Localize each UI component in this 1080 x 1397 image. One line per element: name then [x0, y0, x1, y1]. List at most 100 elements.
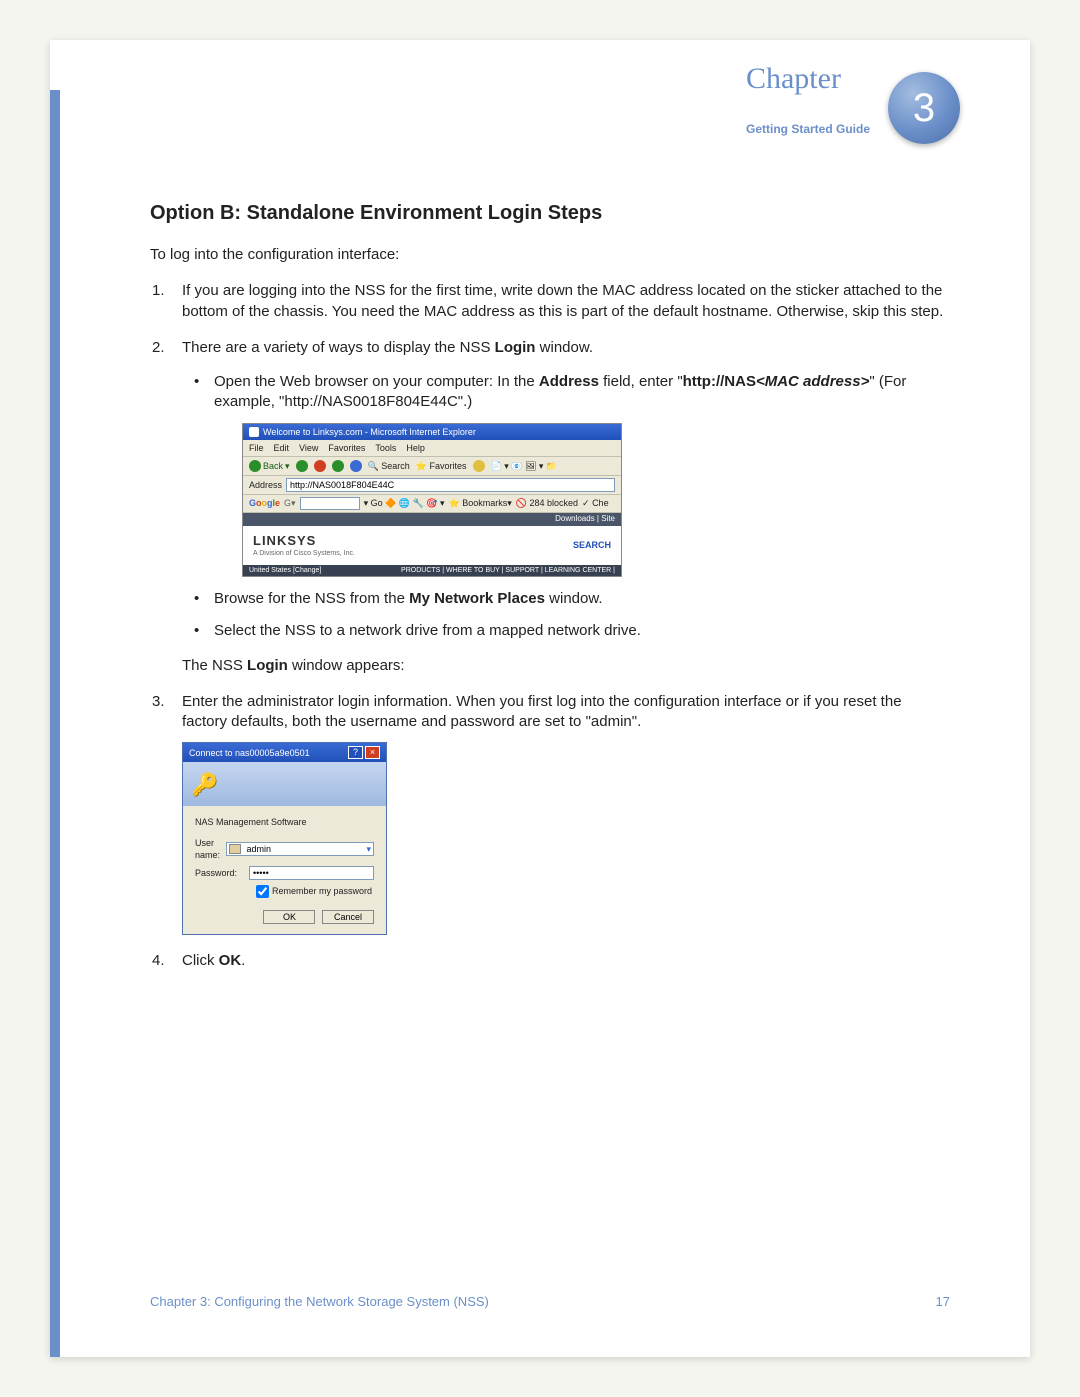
b1e: <MAC address> — [756, 373, 869, 390]
ok-button[interactable]: OK — [263, 910, 315, 924]
guide-label: Getting Started Guide — [746, 122, 870, 136]
google-toolbar: Google G▾ ▾ Go 🔶 🌐 🔧 🎯 ▾ ⭐ Bookmarks▾ 🚫 … — [243, 495, 621, 513]
keys-icon: 🔑 — [191, 770, 218, 800]
remember-checkbox[interactable] — [256, 885, 269, 898]
left-accent — [50, 90, 60, 1357]
bookmarks-label: Bookmarks — [462, 498, 507, 508]
browser-address-row: Address — [243, 476, 621, 495]
menu-favorites[interactable]: Favorites — [328, 443, 365, 453]
step-2-text-a: There are a variety of ways to display t… — [182, 339, 495, 356]
home-icon[interactable] — [350, 460, 362, 472]
back-label: Back — [263, 460, 283, 472]
back-button[interactable]: Back ▾ — [249, 460, 290, 472]
remember-label: Remember my password — [272, 885, 372, 897]
b1d: http://NAS — [683, 373, 756, 390]
browser-titlebar: Welcome to Linksys.com - Microsoft Inter… — [243, 424, 621, 440]
mid-a: The NSS — [182, 657, 247, 674]
browser-title: Welcome to Linksys.com - Microsoft Inter… — [263, 426, 476, 438]
content-footer: United States [Change] PRODUCTS | WHERE T… — [243, 565, 621, 576]
mid-c: window appears: — [288, 657, 405, 674]
stop-icon[interactable] — [314, 460, 326, 472]
logo-text: LINKSYS — [253, 533, 316, 548]
check-button[interactable]: ✓ Che — [582, 497, 609, 509]
bullet-3: Select the NSS to a network drive from a… — [210, 621, 950, 641]
b1c: field, enter " — [599, 373, 683, 390]
close-button[interactable]: × — [365, 746, 380, 759]
go-label: Go — [371, 498, 383, 508]
browser-screenshot: Welcome to Linksys.com - Microsoft Inter… — [242, 423, 622, 578]
username-label: User name: — [195, 837, 220, 861]
forward-icon[interactable] — [296, 460, 308, 472]
google-label: Google — [249, 497, 280, 509]
menu-tools[interactable]: Tools — [375, 443, 396, 453]
chapter-word: Chapter — [746, 62, 870, 96]
misc-icons: 📄 ▾ 📧 🖼 ▾ 📁 — [491, 460, 558, 472]
login-titlebar: Connect to nas00005a9e0501 ? × — [183, 743, 386, 762]
step-4: Click OK. — [172, 951, 950, 971]
header-text: Chapter Getting Started Guide — [746, 84, 870, 132]
step-2: There are a variety of ways to display t… — [172, 338, 950, 676]
search-label: Search — [381, 461, 410, 471]
help-button[interactable]: ? — [348, 746, 363, 759]
dropdown-icon[interactable]: ▾ — [366, 843, 371, 855]
google-search-box[interactable] — [300, 497, 360, 510]
search-link[interactable]: SEARCH — [573, 539, 611, 551]
username-input[interactable] — [243, 843, 366, 855]
page-footer: Chapter 3: Configuring the Network Stora… — [150, 1294, 950, 1309]
bookmarks-button[interactable]: ⭐ Bookmarks▾ — [448, 497, 511, 509]
steps-list: If you are logging into the NSS for the … — [150, 281, 950, 971]
menu-file[interactable]: File — [249, 443, 264, 453]
menu-edit[interactable]: Edit — [274, 443, 290, 453]
section-title: Option B: Standalone Environment Login S… — [150, 200, 950, 227]
login-banner: 🔑 — [183, 762, 386, 806]
browser-menubar: File Edit View Favorites Tools Help — [243, 440, 621, 457]
intro-text: To log into the configuration interface: — [150, 245, 950, 265]
step-2-text-c: window. — [535, 339, 593, 356]
step-1: If you are logging into the NSS for the … — [172, 281, 950, 322]
b1b: Address — [539, 373, 599, 390]
foot-right: PRODUCTS | WHERE TO BUY | SUPPORT | LEAR… — [401, 566, 615, 575]
menu-view[interactable]: View — [299, 443, 318, 453]
blocked-text: 284 blocked — [529, 498, 578, 508]
menu-help[interactable]: Help — [406, 443, 425, 453]
linksys-logo: LINKSYSA Division of Cisco Systems, Inc. — [253, 532, 355, 559]
logo-sub: A Division of Cisco Systems, Inc. — [253, 549, 355, 558]
favorites-button[interactable]: ⭐ Favorites — [416, 460, 467, 472]
step-1-text: If you are logging into the NSS for the … — [182, 282, 943, 319]
blocked-label: 🚫 284 blocked — [516, 497, 578, 509]
address-input[interactable] — [286, 478, 615, 492]
user-icon — [229, 844, 241, 854]
refresh-icon[interactable] — [332, 460, 344, 472]
b1a: Open the Web browser on your computer: I… — [214, 373, 539, 390]
mid-b: Login — [247, 657, 288, 674]
s4b: OK — [219, 952, 242, 969]
cancel-button[interactable]: Cancel — [322, 910, 374, 924]
password-input[interactable] — [249, 866, 374, 880]
check-label: Che — [592, 498, 609, 508]
back-icon — [249, 460, 261, 472]
favorites-label: Favorites — [430, 461, 467, 471]
login-app-label: NAS Management Software — [195, 816, 374, 828]
password-label: Password: — [195, 867, 243, 879]
login-body: NAS Management Software User name: ▾ Pas… — [183, 806, 386, 933]
header: Chapter Getting Started Guide 3 — [746, 72, 960, 144]
browser-toolbar: Back ▾ 🔍 Search ⭐ Favorites 📄 ▾ 📧 🖼 ▾ 📁 — [243, 457, 621, 476]
content-logo-row: LINKSYSA Division of Cisco Systems, Inc.… — [243, 526, 621, 565]
bullet-2: Browse for the NSS from the My Network P… — [210, 589, 950, 609]
remember-row: Remember my password — [256, 885, 374, 898]
history-icon[interactable] — [473, 460, 485, 472]
password-row: Password: — [195, 866, 374, 880]
address-label: Address — [249, 479, 282, 491]
search-button[interactable]: 🔍 Search — [368, 460, 410, 472]
ie-icon — [249, 427, 259, 437]
foot-left: United States [Change] — [249, 566, 321, 575]
step-3: Enter the administrator login informatio… — [172, 692, 950, 935]
login-buttons: OK Cancel — [195, 906, 374, 924]
s4a: Click — [182, 952, 219, 969]
step-3-text: Enter the administrator login informatio… — [182, 693, 902, 730]
s4c: . — [241, 952, 245, 969]
chapter-badge: 3 — [888, 72, 960, 144]
content: Option B: Standalone Environment Login S… — [150, 200, 950, 971]
go-button[interactable]: ▾ Go 🔶 🌐 🔧 🎯 ▾ — [364, 497, 445, 509]
browser-content: Downloads | Site LINKSYSA Division of Ci… — [243, 513, 621, 576]
